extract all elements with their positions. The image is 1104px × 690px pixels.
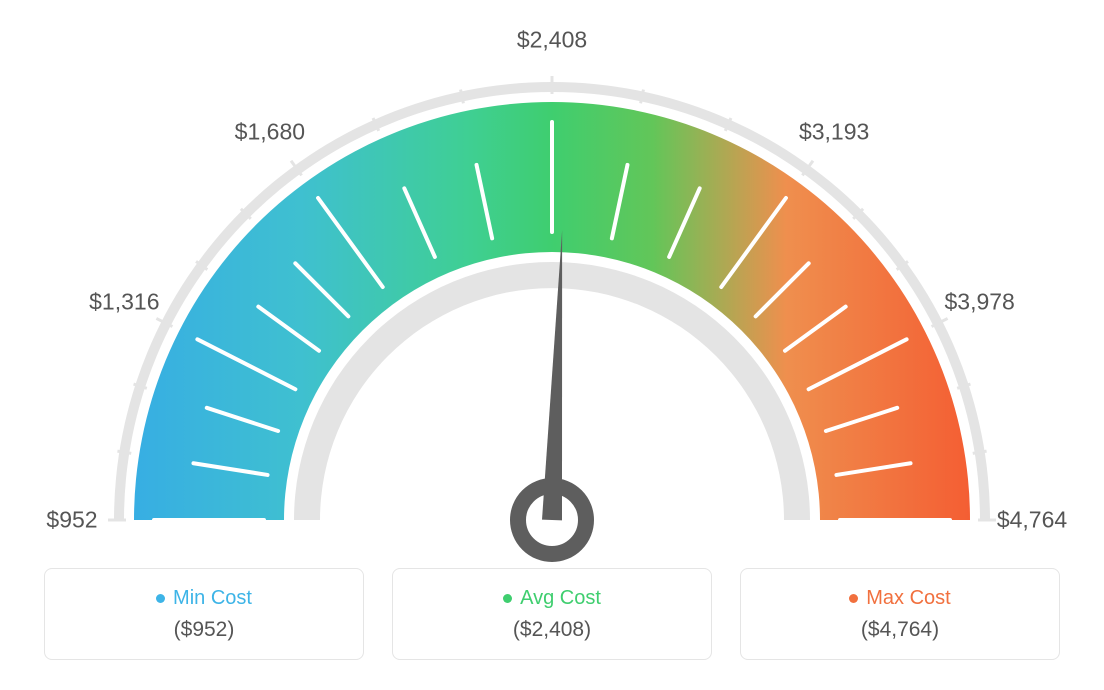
- legend-card-max: Max Cost ($4,764): [740, 568, 1060, 660]
- legend-title-max: Max Cost: [849, 587, 950, 610]
- legend-value-avg: ($2,408): [513, 618, 591, 642]
- legend-card-min: Min Cost ($952): [44, 568, 364, 660]
- legend-label-max: Max Cost: [866, 587, 950, 610]
- tick-label: $3,193: [799, 118, 869, 145]
- tick-label: $2,408: [517, 27, 587, 54]
- legend-label-min: Min Cost: [173, 587, 252, 610]
- legend-value-min: ($952): [174, 618, 235, 642]
- legend-dot-max: [849, 594, 858, 603]
- legend-label-avg: Avg Cost: [520, 587, 601, 610]
- legend-value-max: ($4,764): [861, 618, 939, 642]
- gauge-svg: [62, 40, 1042, 600]
- tick-label: $1,316: [89, 289, 159, 316]
- legend-card-avg: Avg Cost ($2,408): [392, 568, 712, 660]
- tick-label: $1,680: [235, 118, 305, 145]
- legend-dot-avg: [503, 594, 512, 603]
- tick-label: $3,978: [944, 289, 1014, 316]
- tick-label: $4,764: [997, 507, 1067, 534]
- legend-row: Min Cost ($952) Avg Cost ($2,408) Max Co…: [44, 568, 1060, 660]
- legend-title-min: Min Cost: [156, 587, 252, 610]
- gauge-chart: $952$1,316$1,680$2,408$3,193$3,978$4,764: [62, 40, 1042, 560]
- tick-label: $952: [46, 507, 97, 534]
- legend-dot-min: [156, 594, 165, 603]
- legend-title-avg: Avg Cost: [503, 587, 601, 610]
